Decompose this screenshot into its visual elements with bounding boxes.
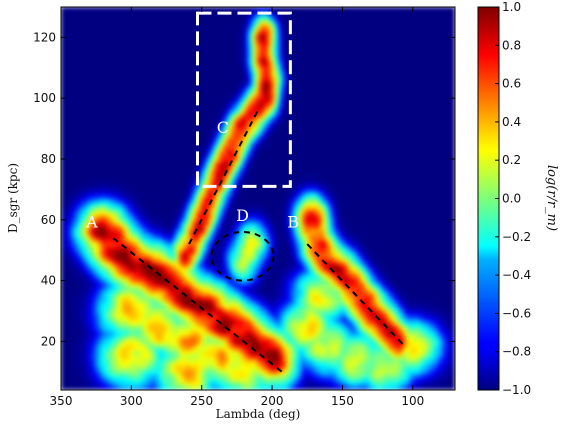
dashed-line-1 — [112, 237, 283, 373]
x-tick-label: 350 — [50, 394, 73, 408]
annotation-b: B — [287, 212, 299, 231]
colorbar-tick-label: 1.0 — [502, 0, 521, 14]
y-axis-title: D_sgr (kpc) — [6, 163, 20, 233]
colorbar-tick-label: −1.0 — [502, 383, 531, 397]
dashed-circle-d — [210, 230, 275, 282]
dashed-line-2 — [188, 106, 261, 245]
x-tick-label: 250 — [190, 394, 213, 408]
colorbar-tick-label: −0.4 — [502, 268, 531, 282]
y-tick-label: 80 — [41, 152, 56, 166]
y-tick-label: 20 — [41, 334, 56, 348]
x-tick-label: 300 — [120, 394, 143, 408]
y-tick-label: 120 — [33, 30, 56, 44]
density-heatmap — [61, 7, 455, 390]
y-tick-label: 60 — [41, 213, 56, 227]
x-tick-label: 100 — [401, 394, 424, 408]
annotation-d: D — [236, 206, 249, 225]
colorbar-tick-label: 0.6 — [502, 77, 521, 91]
colorbar: 1.0 0.8 0.6 0.4 0.2 0.0 −0.2 −0.4 −0.6 −0.8 −1.0 l… — [477, 0, 559, 397]
y-axis: 20 40 60 80 100 120 — [33, 30, 455, 348]
colorbar-tick-label: −0.2 — [502, 230, 531, 244]
dashed-box-c — [195, 11, 292, 188]
dashed-line-3 — [306, 243, 404, 346]
annotation-a: A — [85, 212, 98, 231]
colorbar-tick-label: 0.0 — [502, 192, 521, 206]
colorbar-tick-label: 0.8 — [502, 38, 521, 52]
colorbar-ticks: 1.0 0.8 0.6 0.4 0.2 0.0 −0.2 −0.4 −0.6 −0.8 −1.0 — [495, 0, 531, 397]
plot-frame — [60, 6, 456, 391]
annotation-c: C — [217, 118, 229, 137]
x-tick-label: 150 — [331, 394, 354, 408]
colorbar-tick-label: 0.4 — [502, 115, 521, 129]
colorbar-tick-label: 0.2 — [502, 153, 521, 167]
x-axis-title: Lambda (deg) — [216, 407, 301, 421]
y-tick-label: 40 — [41, 274, 56, 288]
colorbar-tick-label: −0.8 — [502, 345, 531, 359]
annotation-overlay: A B C D — [85, 11, 404, 373]
y-tick-label: 100 — [33, 91, 56, 105]
plot-area: A B C D — [60, 6, 456, 391]
colorbar-tick-label: −0.6 — [502, 306, 531, 320]
colorbar-title: log(r/r_m) — [544, 165, 559, 231]
x-axis: 350 300 250 200 150 100 — [50, 7, 424, 408]
x-tick-label: 200 — [261, 394, 284, 408]
